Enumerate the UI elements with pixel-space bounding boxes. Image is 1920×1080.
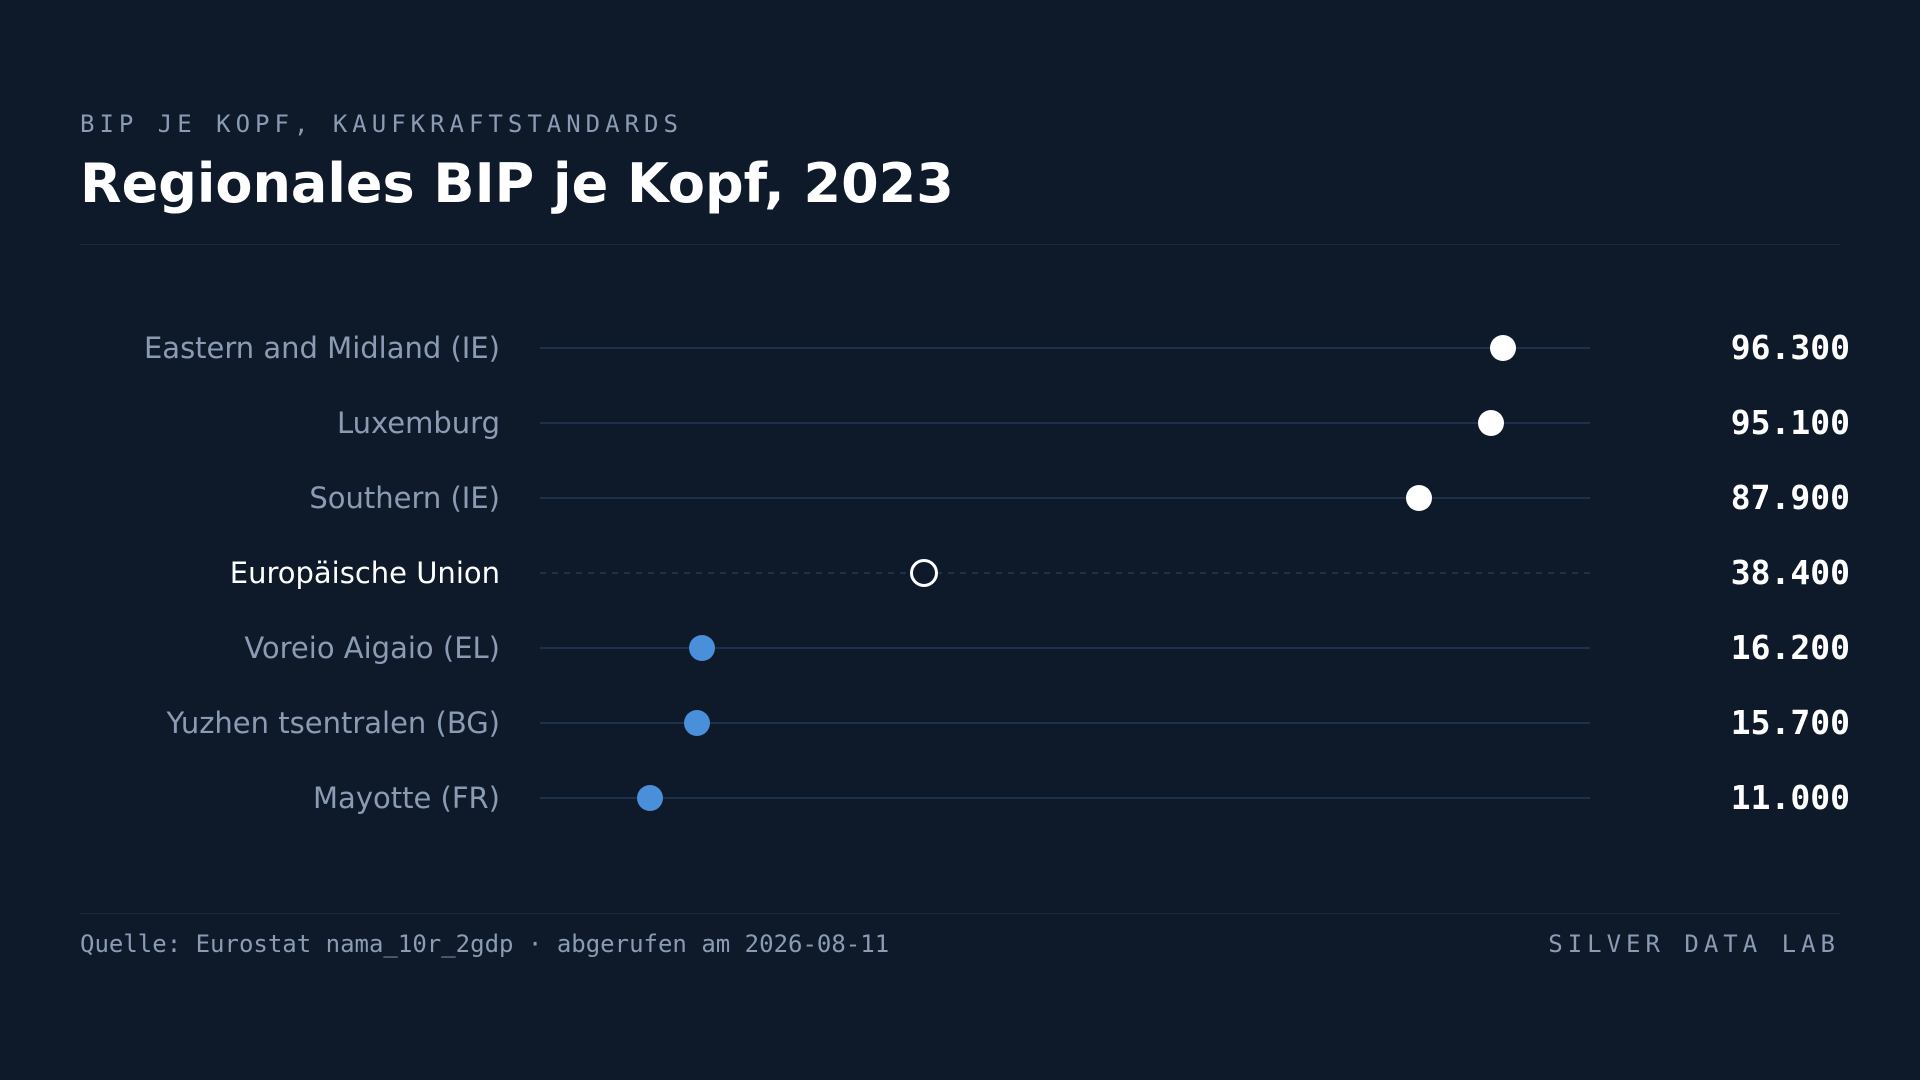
data-dot — [1478, 410, 1504, 436]
row-label: Southern (IE) — [309, 481, 500, 515]
row-label: Luxemburg — [337, 406, 500, 440]
row-label: Mayotte (FR) — [313, 781, 500, 815]
value-label: 95.100 — [1731, 403, 1850, 442]
reference-dot — [910, 559, 938, 587]
value-label: 87.900 — [1731, 478, 1850, 517]
value-label: 38.400 — [1731, 553, 1850, 592]
chart-title: Regionales BIP je Kopf, 2023 — [80, 152, 954, 215]
chart-eyebrow: BIP JE KOPF, KAUFKRAFTSTANDARDS — [80, 110, 683, 138]
reference-label: Europäische Union — [230, 556, 500, 590]
data-dot — [637, 785, 663, 811]
data-dot — [689, 635, 715, 661]
data-dot — [1490, 335, 1516, 361]
source-note: Quelle: Eurostat nama_10r_2gdp · abgeruf… — [80, 930, 890, 958]
value-label: 15.700 — [1731, 703, 1850, 742]
value-label: 96.300 — [1731, 328, 1850, 367]
row-label: Voreio Aigaio (EL) — [244, 631, 500, 665]
value-label: 11.000 — [1731, 778, 1850, 817]
brand-label: SILVER DATA LAB — [1548, 930, 1840, 958]
footer-divider — [80, 913, 1840, 914]
header-divider — [80, 244, 1840, 245]
row-label: Eastern and Midland (IE) — [144, 331, 500, 365]
data-dot — [684, 710, 710, 736]
value-label: 16.200 — [1731, 628, 1850, 667]
row-label: Yuzhen tsentralen (BG) — [165, 706, 500, 740]
data-dot — [1406, 485, 1432, 511]
